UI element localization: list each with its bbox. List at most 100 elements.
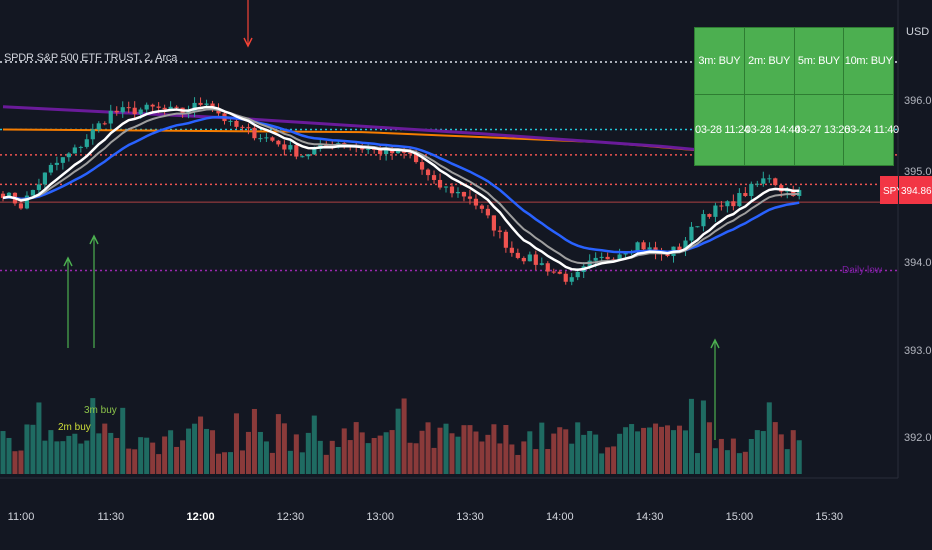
time-axis[interactable]: 11:00 11:30 12:00 12:30 13:00 13:30 14:0… bbox=[8, 511, 843, 523]
candle-body bbox=[563, 273, 568, 282]
volume-bar bbox=[126, 448, 132, 474]
volume-bar bbox=[551, 433, 557, 474]
candle-body bbox=[312, 148, 317, 155]
candle-body bbox=[689, 226, 694, 241]
candle-body bbox=[437, 179, 443, 188]
candle-body bbox=[396, 149, 401, 154]
volume-bar bbox=[383, 432, 389, 474]
candle-body bbox=[264, 137, 269, 139]
candle-body bbox=[174, 106, 179, 108]
candle-body bbox=[539, 263, 544, 265]
candle-body bbox=[773, 178, 778, 186]
price-label: 396.00 bbox=[904, 95, 932, 107]
volume-bar bbox=[431, 447, 437, 474]
volume-bar bbox=[545, 449, 551, 474]
candle-body bbox=[132, 107, 137, 115]
volume-bar bbox=[377, 435, 383, 474]
candle-body bbox=[96, 123, 101, 130]
candle-body bbox=[210, 103, 215, 109]
candle-body bbox=[156, 106, 161, 108]
price-axis[interactable]: USD 396.00 395.00 394.00 393.00 392.00 bbox=[904, 26, 932, 444]
volume-bar bbox=[563, 429, 569, 474]
candle-body bbox=[144, 104, 149, 110]
signal-header-5m: 5m: BUY bbox=[793, 27, 845, 95]
volume-bar bbox=[317, 440, 323, 474]
candle-body bbox=[60, 157, 65, 163]
volume-bar bbox=[407, 442, 413, 474]
volume-bar bbox=[204, 428, 210, 474]
last-price-badge[interactable] bbox=[899, 176, 932, 204]
volume-bar bbox=[221, 452, 228, 474]
candle-body bbox=[162, 107, 167, 110]
buy-arrow-icon bbox=[89, 234, 99, 245]
volume-bar bbox=[515, 454, 521, 474]
signal-table: 3m: BUY 2m: BUY 5m: BUY 10m: BUY 03-28 1… bbox=[694, 27, 899, 166]
price-label: 395.00 bbox=[904, 166, 932, 178]
last-price-label: 394.86 bbox=[901, 186, 932, 197]
time-label: 13:00 bbox=[366, 511, 394, 523]
volume-bar bbox=[245, 431, 251, 474]
volume-bar bbox=[611, 446, 617, 474]
volume-bar bbox=[479, 441, 485, 474]
candle-body bbox=[635, 242, 640, 252]
time-axis-panel[interactable] bbox=[0, 478, 932, 550]
horizontal-levels bbox=[0, 61, 898, 272]
candle-body bbox=[677, 246, 682, 251]
volume-bar bbox=[461, 425, 467, 474]
candle-body bbox=[557, 271, 562, 274]
time-label: 14:30 bbox=[636, 511, 664, 523]
volume-bar bbox=[192, 423, 198, 474]
candle-body bbox=[36, 184, 42, 190]
candle-body bbox=[258, 138, 263, 140]
candle-body bbox=[240, 126, 245, 128]
time-label: 14:00 bbox=[546, 511, 574, 523]
candle-body bbox=[276, 140, 281, 145]
candle-body bbox=[455, 191, 461, 194]
volume-bar bbox=[443, 423, 449, 474]
volume-bar bbox=[437, 427, 443, 474]
candle-body bbox=[533, 254, 538, 265]
volume-bar bbox=[36, 402, 42, 474]
volume-bar bbox=[6, 437, 12, 474]
candle-body bbox=[252, 127, 257, 139]
volume-bar bbox=[455, 436, 461, 474]
volume-bar bbox=[736, 453, 742, 474]
volume-bar bbox=[102, 423, 108, 474]
candle-body bbox=[42, 172, 47, 185]
time-label: 11:00 bbox=[8, 511, 35, 523]
candle-body bbox=[503, 231, 508, 248]
candle-body bbox=[761, 178, 766, 184]
time-label: 11:30 bbox=[97, 511, 124, 523]
candle-body bbox=[18, 203, 24, 209]
volume-bar bbox=[401, 398, 407, 474]
candle-body bbox=[449, 186, 455, 194]
candle-body bbox=[24, 195, 30, 209]
volume-bar bbox=[497, 443, 503, 474]
volume-bar bbox=[263, 441, 269, 474]
candle-body bbox=[168, 106, 173, 110]
volume-bar bbox=[473, 431, 479, 474]
candle-body bbox=[461, 191, 467, 197]
volume-bar bbox=[641, 427, 647, 474]
candle-body bbox=[407, 152, 413, 154]
symbol-title[interactable]: SPDR S&P 500 ETF TRUST, 2, Arca bbox=[4, 52, 178, 64]
ticker-badge[interactable] bbox=[880, 176, 898, 204]
volume-bar bbox=[42, 440, 48, 474]
volume-bar bbox=[557, 427, 563, 474]
candle-body bbox=[413, 153, 419, 163]
volume-bar bbox=[754, 430, 760, 474]
volume-bar bbox=[395, 408, 401, 474]
volume-bar bbox=[664, 425, 671, 474]
volume-bar bbox=[653, 423, 659, 474]
signal-header-2m: 2m: BUY bbox=[743, 27, 795, 95]
candle-body bbox=[767, 178, 772, 180]
volume-bar bbox=[742, 451, 748, 474]
volume-bar bbox=[227, 452, 234, 474]
volume-bar bbox=[605, 447, 611, 474]
candle-body bbox=[288, 145, 293, 150]
volume-bar bbox=[778, 434, 784, 474]
candle-body bbox=[84, 139, 89, 147]
volume-bar bbox=[156, 454, 162, 474]
buy-arrow-icon bbox=[710, 338, 720, 349]
volume-bar bbox=[293, 434, 299, 474]
